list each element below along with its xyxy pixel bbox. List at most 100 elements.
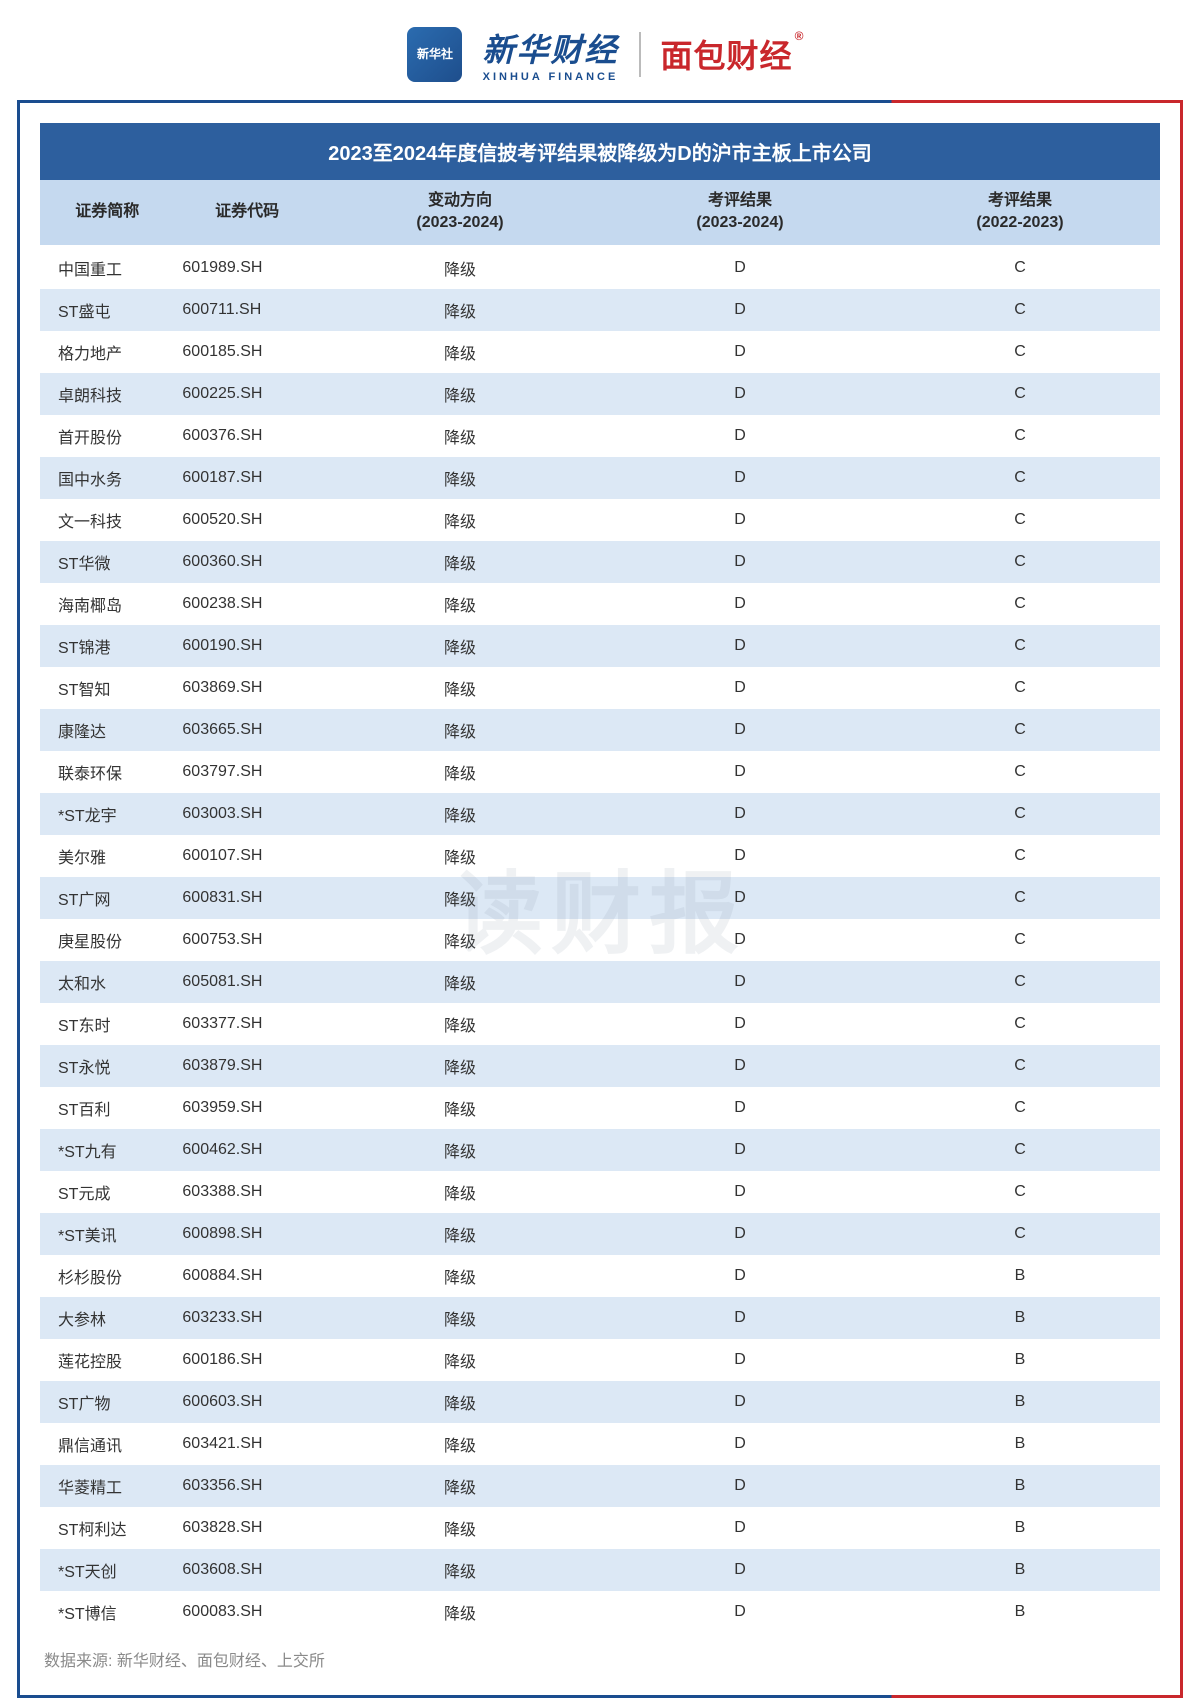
- table-cell: 603356.SH: [174, 1465, 320, 1507]
- table-cell: 降级: [320, 289, 600, 331]
- table-cell: B: [880, 1381, 1160, 1423]
- xinhua-en-text: XINHUA FINANCE: [483, 71, 619, 83]
- table-cell: 降级: [320, 625, 600, 667]
- table-row: *ST九有600462.SH降级DC: [40, 1129, 1160, 1171]
- table-row: ST柯利达603828.SH降级DB: [40, 1507, 1160, 1549]
- table-cell: 603608.SH: [174, 1549, 320, 1591]
- table-cell: B: [880, 1465, 1160, 1507]
- col-header-result-2223: 考评结果(2022-2023): [880, 180, 1160, 246]
- table-row: 华菱精工603356.SH降级DB: [40, 1465, 1160, 1507]
- vertical-divider: [639, 32, 641, 77]
- table-cell: 文一科技: [40, 499, 174, 541]
- table-cell: D: [600, 499, 880, 541]
- table-cell: 600753.SH: [174, 919, 320, 961]
- table-cell: ST永悦: [40, 1045, 174, 1087]
- table-cell: C: [880, 751, 1160, 793]
- table-cell: 600898.SH: [174, 1213, 320, 1255]
- table-cell: 600186.SH: [174, 1339, 320, 1381]
- table-cell: C: [880, 331, 1160, 373]
- table-row: 庚星股份600753.SH降级DC: [40, 919, 1160, 961]
- table-cell: D: [600, 709, 880, 751]
- table-cell: 600083.SH: [174, 1591, 320, 1633]
- col-header-name: 证券简称: [40, 180, 174, 246]
- table-cell: 600225.SH: [174, 373, 320, 415]
- table-cell: *ST美讯: [40, 1213, 174, 1255]
- table-row: ST锦港600190.SH降级DC: [40, 625, 1160, 667]
- table-cell: 600360.SH: [174, 541, 320, 583]
- table-cell: *ST龙宇: [40, 793, 174, 835]
- table-cell: 降级: [320, 1381, 600, 1423]
- table-cell: D: [600, 583, 880, 625]
- table-row: 美尔雅600107.SH降级DC: [40, 835, 1160, 877]
- table-cell: 降级: [320, 1465, 600, 1507]
- table-cell: 降级: [320, 1591, 600, 1633]
- table-cell: 降级: [320, 1087, 600, 1129]
- table-cell: 603869.SH: [174, 667, 320, 709]
- table-cell: C: [880, 667, 1160, 709]
- table-cell: 600185.SH: [174, 331, 320, 373]
- table-cell: D: [600, 541, 880, 583]
- table-row: ST永悦603879.SH降级DC: [40, 1045, 1160, 1087]
- table-cell: ST元成: [40, 1171, 174, 1213]
- mianbao-text: 面包财经: [661, 38, 793, 74]
- table-cell: C: [880, 1213, 1160, 1255]
- table-row: ST广物600603.SH降级DB: [40, 1381, 1160, 1423]
- table-cell: D: [600, 1213, 880, 1255]
- table-cell: D: [600, 877, 880, 919]
- table-cell: 600603.SH: [174, 1381, 320, 1423]
- table-cell: 降级: [320, 415, 600, 457]
- table-cell: 600711.SH: [174, 289, 320, 331]
- data-table: 证券简称 证券代码 变动方向(2023-2024) 考评结果(2023-2024…: [40, 180, 1160, 1633]
- table-cell: D: [600, 1423, 880, 1465]
- frame-border-bottom: [17, 1695, 1183, 1698]
- table-cell: C: [880, 1003, 1160, 1045]
- registered-mark: ®: [795, 29, 805, 43]
- table-cell: 600884.SH: [174, 1255, 320, 1297]
- table-cell: C: [880, 709, 1160, 751]
- table-cell: 600187.SH: [174, 457, 320, 499]
- table-cell: 降级: [320, 1213, 600, 1255]
- table-cell: D: [600, 1297, 880, 1339]
- table-cell: 600831.SH: [174, 877, 320, 919]
- table-cell: 杉杉股份: [40, 1255, 174, 1297]
- xinhua-badge-icon: 新华社: [407, 27, 462, 82]
- table-cell: C: [880, 373, 1160, 415]
- table-row: 中国重工601989.SH降级DC: [40, 246, 1160, 289]
- table-row: *ST博信600083.SH降级DB: [40, 1591, 1160, 1633]
- table-cell: 降级: [320, 793, 600, 835]
- table-cell: D: [600, 1087, 880, 1129]
- table-cell: 603388.SH: [174, 1171, 320, 1213]
- table-cell: C: [880, 961, 1160, 1003]
- table-row: 国中水务600187.SH降级DC: [40, 457, 1160, 499]
- table-cell: B: [880, 1591, 1160, 1633]
- table-cell: 降级: [320, 457, 600, 499]
- table-row: 杉杉股份600884.SH降级DB: [40, 1255, 1160, 1297]
- table-cell: D: [600, 1339, 880, 1381]
- table-row: ST东时603377.SH降级DC: [40, 1003, 1160, 1045]
- table-cell: ST广物: [40, 1381, 174, 1423]
- table-cell: 首开股份: [40, 415, 174, 457]
- table-cell: D: [600, 246, 880, 289]
- table-cell: 降级: [320, 877, 600, 919]
- table-row: 太和水605081.SH降级DC: [40, 961, 1160, 1003]
- table-cell: 603421.SH: [174, 1423, 320, 1465]
- frame-border-left: [17, 100, 20, 1698]
- table-cell: 中国重工: [40, 246, 174, 289]
- table-row: 首开股份600376.SH降级DC: [40, 415, 1160, 457]
- table-header: 证券简称 证券代码 变动方向(2023-2024) 考评结果(2023-2024…: [40, 180, 1160, 246]
- table-cell: B: [880, 1507, 1160, 1549]
- table-cell: *ST博信: [40, 1591, 174, 1633]
- table-cell: B: [880, 1423, 1160, 1465]
- table-cell: ST东时: [40, 1003, 174, 1045]
- table-row: ST百利603959.SH降级DC: [40, 1087, 1160, 1129]
- xinhua-finance-logo: 新华财经 XINHUA FINANCE: [482, 25, 618, 83]
- table-cell: D: [600, 1255, 880, 1297]
- table-cell: 降级: [320, 583, 600, 625]
- table-cell: D: [600, 415, 880, 457]
- table-cell: 603003.SH: [174, 793, 320, 835]
- table-cell: C: [880, 877, 1160, 919]
- table-row: 卓朗科技600225.SH降级DC: [40, 373, 1160, 415]
- table-row: 鼎信通讯603421.SH降级DB: [40, 1423, 1160, 1465]
- table-cell: C: [880, 1045, 1160, 1087]
- table-cell: C: [880, 1171, 1160, 1213]
